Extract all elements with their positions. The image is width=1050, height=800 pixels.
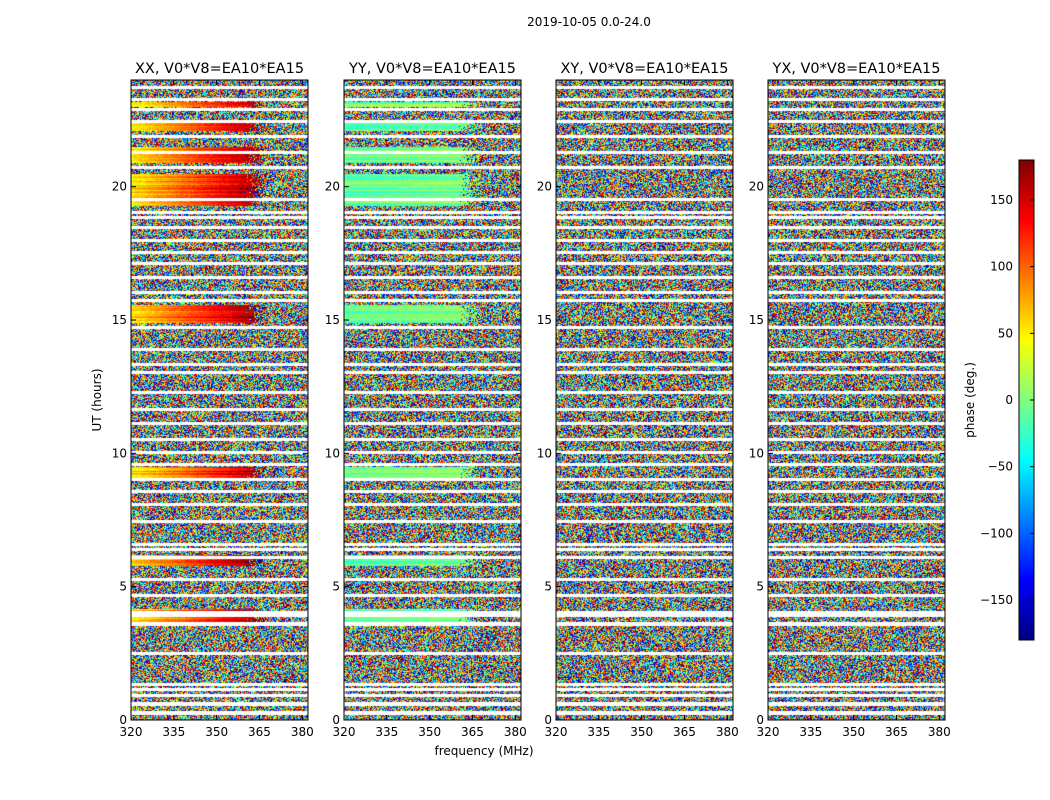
y-tick-label: 15 [749, 313, 764, 327]
x-tick-label: 320 [545, 725, 568, 739]
colorbar-tick-label: −100 [980, 526, 1013, 540]
x-tick-label: 380 [716, 725, 739, 739]
y-tick-label: 20 [112, 180, 127, 194]
phase-heatmap [768, 80, 945, 720]
panel-frame [767, 79, 946, 721]
x-tick-label: 335 [162, 725, 185, 739]
colorbar-tick-label: 100 [990, 260, 1013, 274]
x-tick-label: 320 [757, 725, 780, 739]
panel-title: YX, V0*V8=EA10*EA15 [771, 61, 940, 77]
colorbar-tick-label: −50 [988, 460, 1013, 474]
colorbar-tick-label: 0 [1005, 393, 1013, 407]
panel-3: XY, V0*V8=EA10*EA15 320 335 350 365 380 0 5 10 15… [537, 61, 739, 739]
x-tick-label: 365 [885, 725, 908, 739]
panel-4: YX, V0*V8=EA10*EA15 320 335 350 365 380 0 5 10 15… [749, 61, 951, 739]
x-tick-label: 320 [120, 725, 143, 739]
y-tick-label: 0 [756, 713, 764, 727]
panels-group: XX, V0*V8=EA10*EA15 320 335 350 365 380 0 5 10 15… [112, 61, 951, 739]
y-tick-label: 20 [325, 180, 340, 194]
y-axis-label: UT (hours) [90, 368, 104, 431]
colorbar-tick-label: 150 [990, 193, 1013, 207]
x-tick-label: 380 [504, 725, 527, 739]
x-axis-label: frequency (MHz) [434, 744, 533, 758]
colorbar-gradient [1019, 160, 1034, 640]
y-tick-label: 5 [332, 580, 340, 594]
x-tick-label: 350 [842, 725, 865, 739]
x-tick-label: 365 [248, 725, 271, 739]
phase-heatmap [131, 80, 308, 720]
phase-heatmap [344, 80, 521, 720]
y-tick-label: 5 [756, 580, 764, 594]
y-tick-label: 15 [537, 313, 552, 327]
y-tick-label: 5 [119, 580, 127, 594]
panel-title: XY, V0*V8=EA10*EA15 [560, 61, 728, 77]
colorbar-tick-label: −150 [980, 593, 1013, 607]
x-tick-label: 350 [418, 725, 441, 739]
y-tick-label: 10 [749, 446, 764, 460]
x-tick-label: 320 [333, 725, 356, 739]
panel-title: XX, V0*V8=EA10*EA15 [135, 61, 304, 77]
panel-1: XX, V0*V8=EA10*EA15 320 335 350 365 380 0 5 10 15… [112, 61, 314, 739]
panel-2: YY, V0*V8=EA10*EA15 320 335 350 365 380 0 5 10 15… [325, 61, 527, 739]
x-tick-label: 380 [928, 725, 951, 739]
y-tick-label: 10 [112, 446, 127, 460]
colorbar-label: phase (deg.) [963, 362, 977, 438]
x-tick-label: 350 [630, 725, 653, 739]
y-tick-label: 20 [537, 180, 552, 194]
y-tick-label: 20 [749, 180, 764, 194]
panel-frame [343, 79, 522, 721]
figure-suptitle: 2019-10-05 0.0-24.0 [527, 15, 651, 29]
colorbar-tick-label: 50 [998, 326, 1013, 340]
y-tick-label: 5 [544, 580, 552, 594]
x-tick-label: 350 [205, 725, 228, 739]
y-tick-label: 0 [544, 713, 552, 727]
panel-frame [130, 79, 309, 721]
x-tick-label: 335 [375, 725, 398, 739]
panel-title: YY, V0*V8=EA10*EA15 [348, 61, 516, 77]
colorbar: −150 −100 −50 0 50 100 150 [980, 159, 1035, 641]
y-tick-label: 10 [537, 446, 552, 460]
x-tick-label: 335 [799, 725, 822, 739]
phase-heatmap [556, 80, 733, 720]
x-tick-label: 365 [673, 725, 696, 739]
y-tick-label: 15 [325, 313, 340, 327]
x-tick-label: 365 [461, 725, 484, 739]
x-tick-label: 335 [587, 725, 610, 739]
panel-frame [555, 79, 734, 721]
y-tick-label: 10 [325, 446, 340, 460]
x-tick-label: 380 [291, 725, 314, 739]
y-tick-label: 0 [119, 713, 127, 727]
y-tick-label: 0 [332, 713, 340, 727]
y-tick-label: 15 [112, 313, 127, 327]
